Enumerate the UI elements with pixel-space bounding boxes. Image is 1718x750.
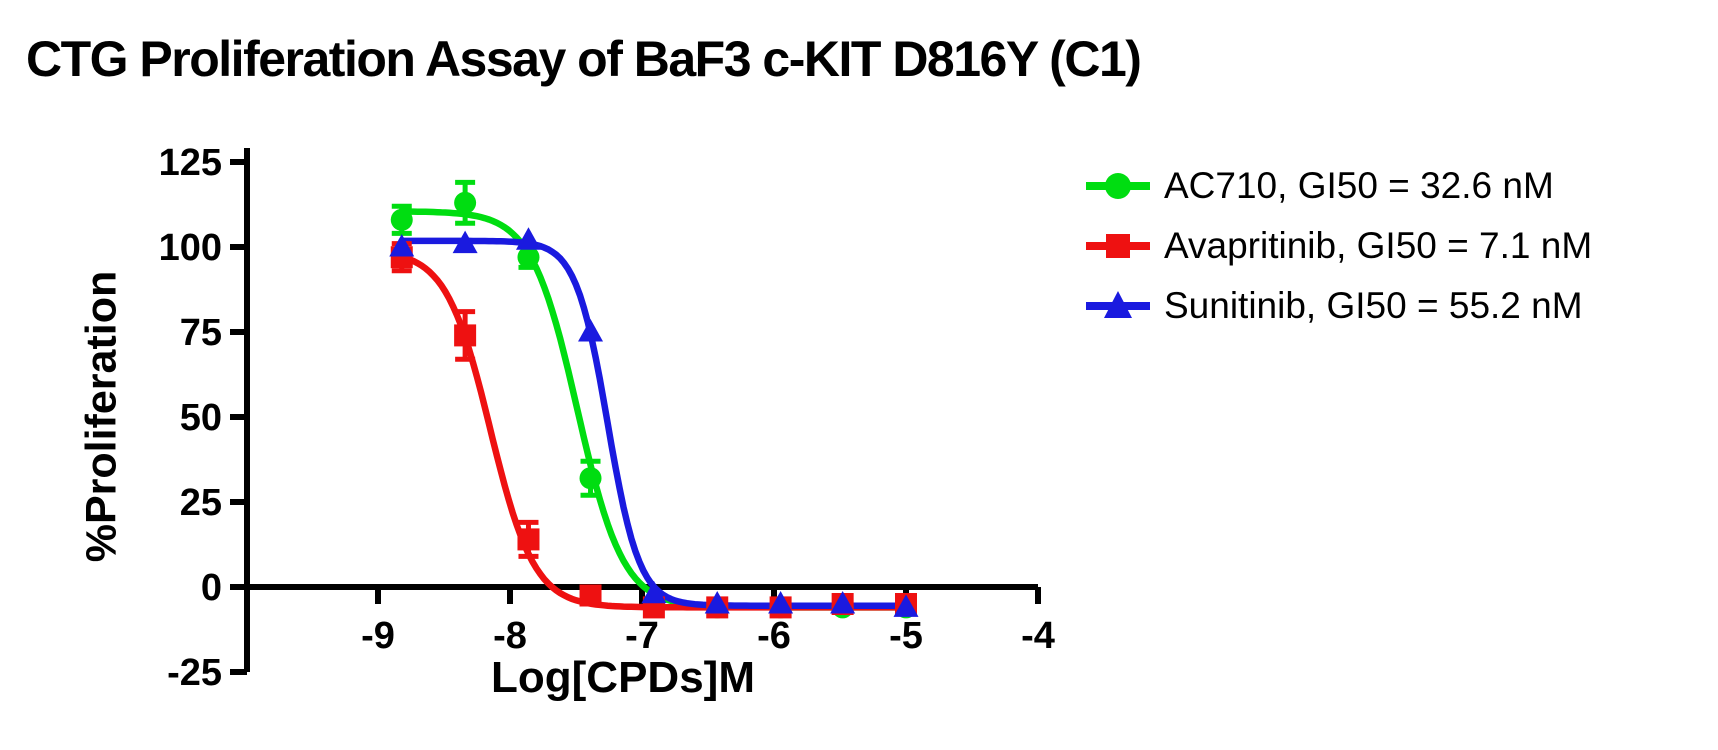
- data-point-square: [454, 324, 477, 347]
- x-tick-label: -5: [889, 615, 923, 657]
- data-point-circle: [454, 191, 477, 214]
- y-tick-label: 0: [201, 567, 222, 609]
- x-tick-label: -4: [1021, 615, 1055, 657]
- legend-label: Avapritinib, GI50 = 7.1 nM: [1164, 225, 1593, 266]
- data-point-triangle: [830, 591, 856, 614]
- y-tick-label: 75: [180, 312, 222, 354]
- series-sunitinib: [389, 227, 919, 617]
- y-tick-label: 125: [159, 142, 222, 184]
- curve-sunitinib: [398, 237, 908, 609]
- y-tick-label: 25: [180, 482, 222, 524]
- x-axis-title: Log[CPDs]M: [491, 653, 755, 702]
- y-axis-title: %Proliferation: [77, 270, 126, 563]
- data-point-triangle: [893, 594, 919, 617]
- y-tick-label: -25: [167, 652, 222, 694]
- legend-triangle-glyph: [1104, 291, 1132, 318]
- y-tick-label: 50: [180, 397, 222, 439]
- data-point-square: [579, 584, 602, 607]
- legend-symbol-square-icon: [1086, 234, 1150, 258]
- data-point-circle: [579, 467, 602, 490]
- data-point-circle: [517, 246, 540, 269]
- data-point-triangle: [578, 319, 604, 342]
- data-point-square: [517, 528, 540, 551]
- legend-item-avapritinib: Avapritinib, GI50 = 7.1 nM: [1086, 216, 1592, 276]
- data-point-triangle: [641, 580, 667, 604]
- series-avapritinib: [390, 241, 917, 619]
- chart-title: CTG Proliferation Assay of BaF3 c-KIT D8…: [26, 31, 1142, 87]
- legend-item-ac710: AC710, GI50 = 32.6 nM: [1086, 156, 1592, 216]
- legend-label: AC710, GI50 = 32.6 nM: [1164, 165, 1554, 206]
- curve-avapritinib: [398, 253, 908, 611]
- curve-ac710: [398, 208, 908, 611]
- legend-symbol-circle-icon: [1086, 173, 1150, 199]
- x-tick-label: -6: [757, 615, 791, 657]
- legend-item-sunitinib: Sunitinib, GI50 = 55.2 nM: [1086, 276, 1592, 336]
- x-tick-label: -9: [361, 615, 395, 657]
- data-point-triangle: [452, 230, 478, 254]
- data-point-circle: [390, 208, 413, 231]
- legend-square-glyph: [1106, 234, 1130, 258]
- legend-label: Sunitinib, GI50 = 55.2 nM: [1164, 285, 1583, 326]
- data-point-triangle: [704, 591, 730, 614]
- data-point-triangle: [389, 234, 415, 257]
- legend-circle-glyph: [1105, 173, 1131, 199]
- data-point-triangle: [768, 591, 794, 614]
- data-point-triangle: [515, 227, 541, 250]
- y-tick-label: 100: [159, 227, 222, 269]
- x-tick-label: -7: [625, 615, 659, 657]
- legend: AC710, GI50 = 32.6 nM Avapritinib, GI50 …: [1086, 156, 1592, 336]
- x-tick-label: -8: [493, 615, 527, 657]
- legend-symbol-triangle-icon: [1086, 291, 1150, 318]
